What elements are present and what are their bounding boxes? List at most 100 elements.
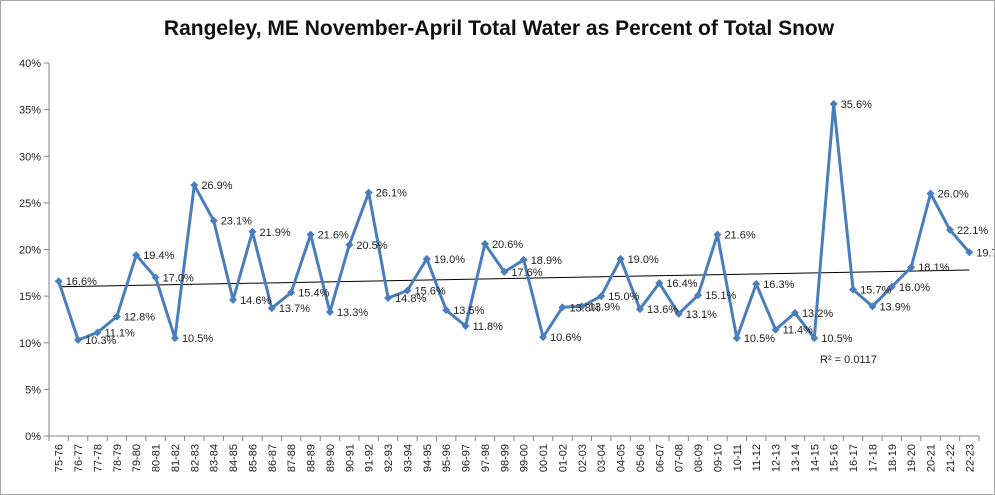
data-label: 15.1% xyxy=(705,290,736,302)
x-tick-label: 88-89 xyxy=(306,444,318,472)
x-tick-label: 18-19 xyxy=(887,444,899,472)
x-tick-label: 16-17 xyxy=(848,444,860,472)
data-label: 13.6% xyxy=(647,304,678,316)
data-label: 26.9% xyxy=(201,180,232,192)
data-point-marker xyxy=(965,248,974,257)
x-tick-label: 81-82 xyxy=(170,444,182,472)
data-label: 12.8% xyxy=(124,312,155,324)
data-label: 16.6% xyxy=(66,276,97,288)
chart-title: Rangeley, ME November-April Total Water … xyxy=(164,17,835,40)
data-point-marker xyxy=(364,188,373,197)
x-tick-label: 00-01 xyxy=(538,444,550,472)
data-point-marker xyxy=(112,312,121,321)
x-tick-label: 89-90 xyxy=(325,444,337,472)
x-tick-label: 17-18 xyxy=(867,444,879,472)
data-label: 11.1% xyxy=(104,327,135,339)
x-tick-label: 93-94 xyxy=(402,444,414,472)
x-tick-label: 83-84 xyxy=(209,444,221,472)
data-point-marker xyxy=(325,307,334,316)
x-tick-label: 10-11 xyxy=(732,444,744,471)
data-label: 15.4% xyxy=(298,287,329,299)
x-tick-label: 99-00 xyxy=(519,444,531,472)
x-tick-label: 01-02 xyxy=(557,444,569,472)
x-tick-label: 86-87 xyxy=(267,444,279,472)
data-point-marker xyxy=(635,305,644,314)
data-label: 15.0% xyxy=(608,291,639,303)
y-tick-label: 10% xyxy=(19,338,41,350)
series-group xyxy=(54,100,974,344)
data-label: 11.4% xyxy=(783,325,814,337)
data-label: 21.6% xyxy=(724,230,755,242)
data-point-marker xyxy=(771,325,780,334)
data-label: 13.9% xyxy=(589,301,620,313)
data-label: 14.6% xyxy=(240,295,271,307)
data-point-marker xyxy=(345,240,354,249)
x-tick-label: 95-96 xyxy=(441,444,453,472)
data-point-marker xyxy=(480,239,489,248)
data-label: 21.9% xyxy=(259,227,290,239)
x-tick-label: 97-98 xyxy=(480,444,492,472)
y-tick-label: 5% xyxy=(25,384,41,396)
x-tick-label: 82-83 xyxy=(189,444,201,472)
x-tick-label: 87-88 xyxy=(286,444,298,472)
data-point-marker xyxy=(655,279,664,288)
data-point-marker xyxy=(151,273,160,282)
data-label: 13.7% xyxy=(279,303,310,315)
data-point-marker xyxy=(887,282,896,291)
trendline-group xyxy=(58,269,970,288)
data-point-marker xyxy=(674,309,683,318)
x-tick-label: 94-95 xyxy=(422,444,434,472)
data-point-marker xyxy=(558,303,567,312)
data-label: 18.9% xyxy=(531,255,562,267)
data-point-marker xyxy=(209,216,218,225)
x-tick-label: 77-78 xyxy=(92,444,104,472)
x-tick-label: 09-10 xyxy=(712,444,724,472)
x-tick-label: 85-86 xyxy=(247,444,259,472)
data-label: 19.0% xyxy=(628,254,659,266)
data-label: 13.9% xyxy=(879,301,910,313)
data-point-marker xyxy=(694,291,703,300)
x-tick-label: 91-92 xyxy=(364,444,376,472)
data-point-marker xyxy=(597,292,606,301)
x-tick-label: 98-99 xyxy=(499,444,511,472)
x-tick-label: 20-21 xyxy=(926,444,938,472)
data-label: 15.7% xyxy=(860,285,891,297)
data-label: 20.6% xyxy=(492,239,523,251)
data-label: 15.6% xyxy=(414,286,445,298)
y-tick-label: 15% xyxy=(19,291,41,303)
data-point-marker xyxy=(752,280,761,289)
x-tick-label: 05-06 xyxy=(635,444,647,472)
data-point-marker xyxy=(132,251,141,260)
data-labels-group: 16.6% 10.3%11.1% 12.8% 19.4% 17.0% 10.5% 26.9%… xyxy=(66,99,994,347)
data-point-marker xyxy=(248,227,257,236)
x-tick-label: 07-08 xyxy=(674,444,686,472)
data-label: 13.5% xyxy=(453,305,484,317)
data-point-marker xyxy=(54,277,63,286)
x-tick-label: 06-07 xyxy=(654,444,666,472)
y-tick-label: 20% xyxy=(19,245,41,257)
x-tick-label: 80-81 xyxy=(151,444,163,472)
data-point-marker xyxy=(500,267,509,276)
data-label: 13.1% xyxy=(686,309,717,321)
x-tick-label: 75-76 xyxy=(54,444,66,472)
data-point-marker xyxy=(926,189,935,198)
x-tick-label: 84-85 xyxy=(228,444,240,472)
x-tick-label: 02-03 xyxy=(577,444,589,472)
x-tick-label: 21-22 xyxy=(945,444,957,472)
x-tick-label: 08-09 xyxy=(693,444,705,472)
data-label: 26.0% xyxy=(938,189,969,201)
data-label: 19.7% xyxy=(976,247,994,259)
axes: 0% 5% 10% 15% 20% 25% 30% 35% 40% 75-76 76-77 77-78… xyxy=(19,58,980,472)
data-point-marker xyxy=(461,321,470,330)
data-label: 17.0% xyxy=(163,272,194,284)
data-label: 17.6% xyxy=(511,267,542,279)
data-point-marker xyxy=(616,254,625,263)
x-tick-label: 76-77 xyxy=(73,444,85,472)
r-squared-label: R² = 0.0117 xyxy=(820,354,877,366)
data-point-marker xyxy=(190,181,199,190)
data-label: 10.6% xyxy=(550,332,581,344)
y-tick-label: 40% xyxy=(19,58,41,70)
data-point-marker xyxy=(945,225,954,234)
